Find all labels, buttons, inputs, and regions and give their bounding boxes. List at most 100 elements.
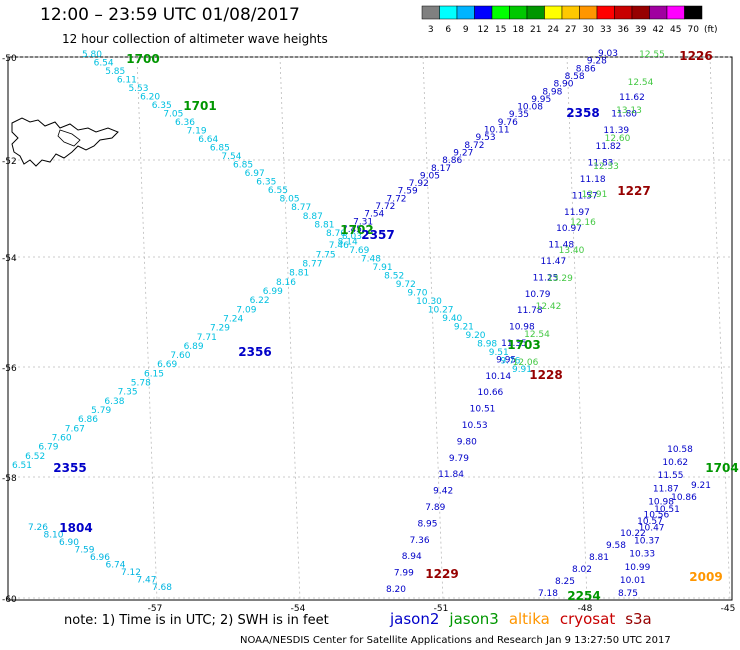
- swh-value: 9.91: [512, 365, 532, 375]
- swh-value: 9.03: [598, 49, 618, 59]
- swh-value: 11.83: [588, 159, 614, 169]
- swh-value: 9.21: [454, 322, 474, 332]
- swh-value: 9.80: [457, 437, 477, 447]
- swh-value: 8.03: [342, 232, 362, 242]
- swh-value: 7.60: [170, 351, 190, 361]
- swh-value: 6.74: [105, 561, 125, 571]
- swh-value: 7.71: [197, 333, 217, 343]
- colorbar-tick-label: 21: [530, 25, 541, 35]
- swh-value: 7.45: [342, 225, 362, 235]
- colorbar-tick-label: 12: [478, 25, 489, 35]
- swh-value: 7.48: [361, 254, 381, 264]
- swh-value: 7.68: [152, 583, 172, 593]
- swh-value: 11.39: [603, 126, 629, 136]
- swh-value: 8.75: [618, 589, 638, 599]
- swh-value: 8.86: [576, 64, 596, 74]
- swh-value: 7.29: [210, 324, 230, 334]
- pass-time-label: 1227: [617, 184, 650, 198]
- swh-value: 6.90: [59, 538, 79, 548]
- swh-value: 7.35: [118, 388, 138, 398]
- pass-time-label: 2254: [567, 589, 600, 603]
- swh-value: 12.16: [570, 218, 596, 228]
- swh-value: 12.42: [536, 302, 562, 312]
- colorbar-tick-label: 45: [670, 25, 681, 35]
- swh-value: 7.99: [394, 569, 414, 579]
- swh-value: 9.21: [691, 481, 711, 491]
- swh-value: 10.86: [671, 493, 697, 503]
- swh-value: 10.22: [620, 529, 646, 539]
- swh-value: 7.75: [316, 250, 336, 260]
- pass-time-label: 1702: [340, 223, 373, 237]
- swh-value: 6.86: [78, 415, 98, 425]
- swh-value: 6.96: [90, 553, 110, 563]
- pass-time-label: 2358: [566, 106, 599, 120]
- swh-value: 8.20: [386, 585, 406, 595]
- legend-note: note: 1) Time is in UTC; 2) SWH is in fe…: [64, 613, 329, 628]
- pass-time-label: 1701: [183, 99, 216, 113]
- swh-value: 10.27: [428, 305, 454, 315]
- swh-value: 10.47: [639, 524, 665, 534]
- swh-value: 7.91: [373, 263, 393, 273]
- pass-time-label: 1703: [507, 338, 540, 352]
- swh-value: 9.95: [496, 355, 516, 365]
- longitude-label: -45: [721, 604, 736, 614]
- swh-value: 10.33: [629, 550, 655, 560]
- swh-value: 9.42: [433, 487, 453, 497]
- swh-value: 8.81: [314, 220, 334, 230]
- longitude-label: -57: [148, 604, 163, 614]
- swh-value: 12.91: [582, 190, 608, 200]
- colorbar-tick-label: 18: [513, 25, 525, 35]
- swh-value: 11.47: [540, 257, 566, 267]
- swh-value: 6.89: [184, 342, 204, 352]
- swh-value: 11.62: [619, 93, 645, 103]
- swh-value: 13.40: [559, 246, 585, 256]
- swh-value: 11.18: [580, 175, 606, 185]
- latitude-label: -60: [2, 595, 17, 605]
- swh-value: 11.35: [501, 339, 527, 349]
- swh-value: 5.79: [91, 406, 111, 416]
- swh-value: 11.78: [517, 306, 543, 316]
- swh-value: 12.54: [628, 78, 654, 88]
- latitude-label: -50: [2, 54, 17, 64]
- longitude-gridline: [709, 56, 731, 601]
- swh-value: 7.47: [136, 576, 156, 586]
- swh-value: 10.79: [525, 290, 551, 300]
- swh-value: 9.05: [420, 171, 440, 181]
- swh-value: 6.22: [250, 296, 270, 306]
- swh-value: 8.02: [572, 565, 592, 575]
- longitude-gridline: [279, 56, 301, 601]
- swh-value: 12.54: [524, 330, 550, 340]
- swh-value: 7.72: [375, 202, 395, 212]
- longitude-label: -51: [434, 604, 449, 614]
- pass-time-label: 1804: [59, 521, 92, 535]
- swh-value: 7.09: [236, 305, 256, 315]
- pass-time-label: 1226: [679, 49, 712, 63]
- swh-value: 8.25: [555, 577, 575, 587]
- swh-value: 10.98: [648, 497, 674, 507]
- swh-value: 9.28: [587, 57, 607, 67]
- pass-time-label: 1700: [126, 52, 159, 66]
- swh-value: 6.51: [12, 461, 32, 471]
- swh-value: 8.77: [302, 259, 322, 269]
- swh-value: 11.80: [611, 109, 637, 119]
- swh-value: 10.14: [485, 372, 511, 382]
- swh-value: 9.70: [407, 288, 427, 298]
- swh-value: 7.31: [353, 217, 373, 227]
- swh-value: 8.72: [464, 141, 484, 151]
- swh-value: 9.20: [465, 331, 485, 341]
- swh-value: 9.53: [476, 133, 496, 143]
- swh-value: 9.58: [606, 541, 626, 551]
- swh-value: 7.69: [349, 246, 369, 256]
- colorbar-tick-label: 30: [583, 25, 595, 35]
- pass-time-label: 1228: [529, 368, 562, 382]
- swh-value: 10.62: [662, 458, 688, 468]
- swh-value: 12.33: [593, 162, 619, 172]
- swh-value: 8.87: [303, 212, 323, 222]
- colorbar-tick-label: 6: [445, 25, 451, 35]
- colorbar-swatch: [684, 5, 703, 20]
- swh-value: 8.58: [565, 72, 585, 82]
- swh-value: 10.11: [484, 126, 510, 136]
- swh-value: 5.85: [105, 67, 125, 77]
- swh-value: 6.99: [263, 287, 283, 297]
- swh-value: 6.85: [233, 161, 253, 171]
